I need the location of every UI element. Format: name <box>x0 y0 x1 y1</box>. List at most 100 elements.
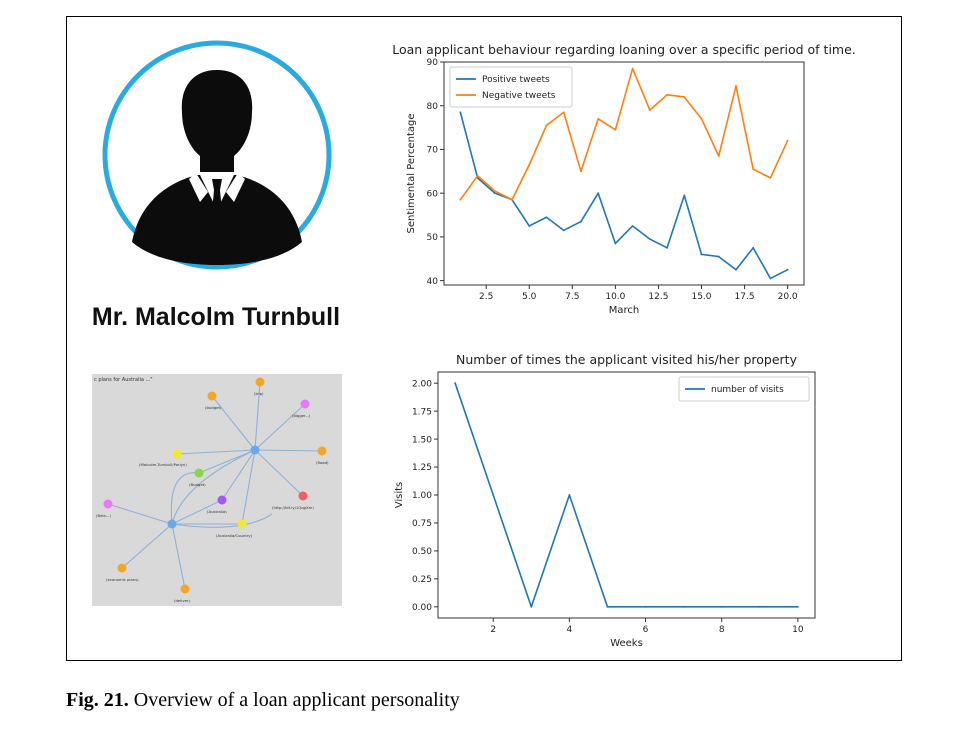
x-tick-label: 5.0 <box>522 292 537 302</box>
data-point <box>545 216 548 219</box>
svg-text:(Bets...): (Bets...) <box>96 513 112 518</box>
plot-area <box>437 371 816 619</box>
x-tick-label: 2 <box>490 625 496 635</box>
y-axis-label: Visits <box>394 482 405 509</box>
chart-title: Loan applicant behaviour regarding loani… <box>392 42 856 57</box>
y-tick-label: 0.75 <box>412 519 432 529</box>
y-tick-label: 90 <box>427 58 439 68</box>
legend-label: Positive tweets <box>482 75 550 85</box>
y-tick-label: 0.50 <box>412 547 432 557</box>
chart-title: Number of times the applicant visited hi… <box>456 352 798 367</box>
data-point <box>752 168 755 171</box>
data-point <box>644 605 647 608</box>
y-axis-label: Sentimental Percentage <box>406 113 417 233</box>
avatar <box>102 40 332 270</box>
series-line-1 <box>454 382 798 608</box>
y-tick-label: 1.25 <box>412 463 432 473</box>
data-point <box>717 155 720 157</box>
svg-text:(budget): (budget) <box>205 405 222 410</box>
data-point <box>648 109 651 111</box>
x-tick-label: 15.0 <box>691 292 711 302</box>
x-tick-label: 10.0 <box>605 292 625 302</box>
data-point <box>545 124 548 127</box>
x-tick-label: 10 <box>792 625 804 635</box>
legend: Positive tweets Negative tweets <box>449 66 573 108</box>
y-tick-label: 80 <box>427 102 439 112</box>
data-point <box>666 93 668 96</box>
y-tick-label: 0.25 <box>412 575 432 585</box>
data-point <box>631 225 634 227</box>
network-node-labels: (budget) (trip) (bigger...) (Malcolm-Tur… <box>96 391 329 603</box>
data-point <box>562 229 565 232</box>
data-point <box>683 96 686 98</box>
svg-text:(Australia): (Australia) <box>207 509 227 514</box>
legend-box <box>678 376 810 402</box>
data-point <box>459 111 462 114</box>
data-point <box>492 494 495 496</box>
data-point <box>493 190 496 192</box>
caption-text: Overview of a loan applicant personality <box>128 689 460 711</box>
x-tick-label: 6 <box>643 625 649 635</box>
data-point <box>562 111 565 114</box>
svg-text:(deliver): (deliver) <box>174 598 190 603</box>
x-tick-label: 2.5 <box>479 292 493 302</box>
svg-text:(Road): (Road) <box>316 460 329 465</box>
network-edges <box>107 381 323 590</box>
network-nodes <box>103 377 327 594</box>
data-point <box>796 605 799 608</box>
svg-text:(economic plans): (economic plans) <box>106 577 139 582</box>
data-point <box>720 605 723 608</box>
data-point <box>769 176 772 179</box>
legend-label: number of visits <box>711 385 784 395</box>
businessman-silhouette-icon <box>132 70 302 265</box>
data-point <box>511 198 513 201</box>
y-tick-label: 2.00 <box>412 379 432 389</box>
legend-box <box>449 66 573 108</box>
y-tick-label: 40 <box>427 277 439 287</box>
svg-text:(Malcolm-Turnbull/Parlyn): (Malcolm-Turnbull/Parlyn) <box>139 462 187 467</box>
network-graph: c plans for Australia ..." <box>92 374 342 606</box>
visits-chart: Number of times the applicant visited hi… <box>394 352 816 649</box>
data-point <box>769 277 772 280</box>
y-tick-label: 70 <box>427 146 439 156</box>
x-axis-label: March <box>609 305 639 316</box>
data-point <box>648 238 651 240</box>
data-point <box>700 117 703 120</box>
data-point <box>666 246 668 249</box>
x-tick-label: 7.5 <box>565 292 579 302</box>
data-point <box>528 225 531 227</box>
x-tick-label: 4 <box>567 625 573 635</box>
data-point <box>476 174 479 177</box>
x-tick-label: 20.0 <box>778 292 798 302</box>
y-tick-label: 50 <box>427 233 439 243</box>
data-point <box>717 255 720 258</box>
data-point <box>597 117 600 120</box>
data-point <box>683 194 686 197</box>
data-point <box>700 253 703 256</box>
data-point <box>493 192 496 195</box>
data-point <box>597 192 600 195</box>
person-name: Mr. Malcolm Turnbull <box>91 303 341 331</box>
y-tick-label: 60 <box>427 189 439 199</box>
data-point <box>528 163 531 166</box>
figure-frame <box>66 16 902 661</box>
data-point <box>580 170 582 173</box>
series-line-2 <box>459 67 789 201</box>
data-point <box>735 85 737 87</box>
data-point <box>735 268 737 271</box>
data-point <box>606 605 609 608</box>
data-point <box>614 128 617 131</box>
network-header: c plans for Australia ..." <box>94 377 153 383</box>
y-tick-label: 1.00 <box>412 491 432 501</box>
data-point <box>758 605 761 608</box>
svg-text:(bigger...): (bigger...) <box>292 413 311 418</box>
y-tick-label: 1.75 <box>412 407 432 417</box>
legend-label: Negative tweets <box>482 91 556 101</box>
data-point <box>682 605 685 608</box>
sentiment-chart: Loan applicant behaviour regarding loani… <box>392 42 856 316</box>
data-point <box>459 198 462 201</box>
data-point <box>631 67 634 70</box>
svg-text:(trip): (trip) <box>254 391 264 396</box>
data-point <box>752 246 755 249</box>
data-point <box>614 242 617 245</box>
